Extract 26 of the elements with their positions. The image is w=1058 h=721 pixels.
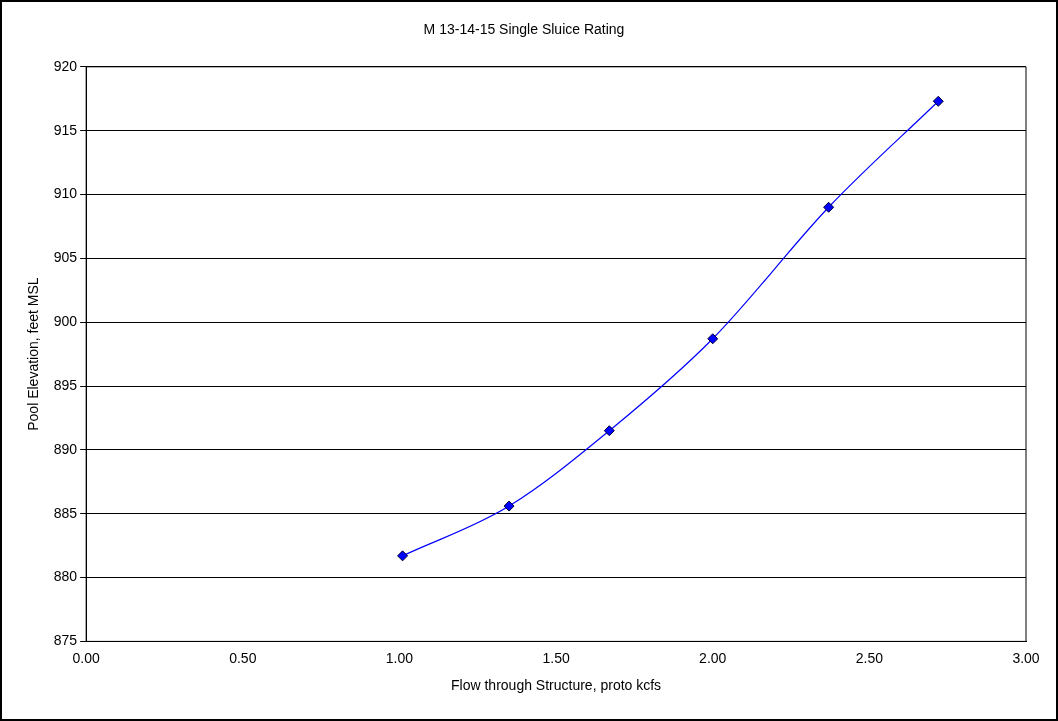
y-tick-label: 890 (53, 440, 78, 457)
point (603, 425, 615, 437)
point (397, 550, 409, 562)
x-tick-label: 1.00 (385, 649, 414, 666)
x-tick-label: 2.00 (699, 649, 727, 666)
y-tick-label: 900 (53, 313, 78, 330)
y-tick-label: 895 (53, 376, 78, 393)
y-tick-label: 915 (53, 121, 78, 138)
y-axis-title: Pool Elevation, feet MSL (25, 277, 42, 431)
x-tick-label: 0.50 (229, 649, 257, 666)
chart-title: M 13-14-15 Single Sluice Rating (423, 21, 625, 38)
y-tick-label: 920 (53, 57, 78, 74)
point (932, 95, 944, 107)
x-tick-label: 3.00 (1012, 649, 1040, 666)
x-tick-label: 0.00 (72, 649, 100, 666)
y-tick-label: 885 (53, 504, 78, 521)
x-axis-title: Flow through Structure, proto kcfs (451, 677, 662, 694)
point (503, 500, 515, 512)
y-tick-label: 880 (53, 568, 78, 585)
point (707, 333, 719, 345)
x-tick-label: 2.50 (855, 649, 884, 666)
y-tick-label: 910 (53, 185, 78, 202)
y-tick-label: 905 (53, 249, 78, 266)
x-tick-label: 1.50 (542, 649, 570, 666)
y-tick-label: 875 (53, 632, 78, 649)
point (823, 201, 835, 213)
